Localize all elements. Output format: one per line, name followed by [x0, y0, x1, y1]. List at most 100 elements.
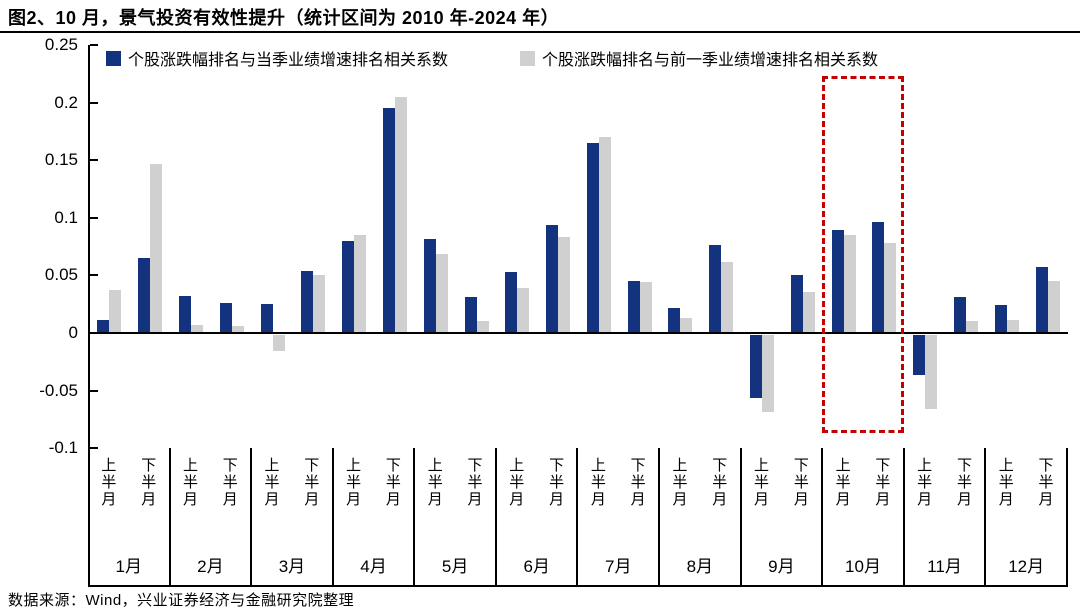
half-month-label: 下半月: [700, 448, 740, 585]
y-tick-label: 0.15: [44, 150, 78, 170]
bar-previous-quarter: [1006, 320, 1019, 333]
month-label: 2月: [197, 557, 224, 576]
month-label: 6月: [523, 557, 550, 576]
legend-label: 个股涨跌幅排名与当季业绩增速排名相关系数: [128, 52, 449, 69]
bar-previous-quarter: [802, 291, 815, 333]
half-month-cell: [782, 45, 823, 448]
half-month-cell: [905, 45, 946, 448]
bar-current-quarter: [464, 297, 477, 333]
bar-current-quarter: [750, 335, 763, 399]
bar-previous-quarter: [721, 261, 734, 333]
month-label-column: 上半月 下半月 5月: [415, 448, 497, 585]
y-tick-mark: [90, 447, 98, 450]
half-month-label-text: 下半月: [875, 457, 891, 508]
bar-previous-quarter: [843, 235, 856, 333]
bar-previous-quarter: [394, 96, 407, 333]
month-group: [334, 45, 416, 448]
month-label-column: 上半月 下半月 3月: [252, 448, 334, 585]
half-month-label-text: 上半月: [754, 457, 770, 508]
bar-current-quarter: [97, 320, 110, 333]
bar-current-quarter: [586, 142, 599, 333]
half-month-cell: [823, 45, 864, 448]
bar-current-quarter: [382, 108, 395, 333]
title-divider: [0, 31, 1080, 33]
half-month-label: 上半月: [252, 448, 292, 585]
month-label-column: 上半月 下半月 6月: [497, 448, 579, 585]
month-label: 1月: [115, 557, 143, 576]
bar-current-quarter: [138, 258, 151, 333]
half-month-cell: [415, 45, 456, 448]
month-group: [578, 45, 660, 448]
month-label: 8月: [686, 557, 714, 576]
half-month-label: 下半月: [1026, 448, 1066, 585]
bar-current-quarter: [994, 305, 1007, 333]
month-label: 4月: [360, 557, 387, 576]
y-tick-mark: [90, 389, 98, 392]
half-month-cell: [701, 45, 742, 448]
legend: 个股涨跌幅排名与当季业绩增速排名相关系数 个股涨跌幅排名与前一季业绩增速排名相关系…: [106, 46, 878, 70]
half-month-label-text: 下半月: [141, 457, 157, 508]
bar-previous-quarter: [558, 237, 571, 333]
data-source-note: 数据来源：Wind，兴业证券经济与金融研究院整理: [8, 592, 355, 609]
bar-current-quarter: [260, 304, 273, 333]
month-group: [986, 45, 1068, 448]
bar-previous-quarter: [354, 235, 367, 333]
half-month-cell: [578, 45, 619, 448]
half-month-label: 下半月: [129, 448, 169, 585]
month-label: 9月: [768, 557, 795, 576]
half-month-label: 下半月: [537, 448, 577, 585]
bar-previous-quarter: [109, 290, 122, 333]
plot-area: [89, 45, 1068, 448]
month-group: [252, 45, 334, 448]
bar-previous-quarter: [965, 321, 978, 333]
bar-current-quarter: [709, 245, 722, 333]
bar-current-quarter: [872, 222, 885, 333]
half-month-label: 下半月: [781, 448, 821, 585]
half-month-cell: [1027, 45, 1068, 448]
month-label: 3月: [278, 557, 306, 576]
month-label: 10月: [845, 557, 881, 576]
legend-swatch-current-quarter: [106, 50, 121, 66]
month-label-column: 上半月 下半月 12月: [986, 448, 1068, 585]
half-month-cell: [375, 45, 416, 448]
half-month-cell: [986, 45, 1027, 448]
y-tick-mark: [90, 159, 98, 162]
bar-current-quarter: [668, 307, 681, 333]
half-month-label-text: 下半月: [793, 457, 809, 508]
y-tick-mark: [90, 216, 98, 219]
half-month-label: 下半月: [374, 448, 414, 585]
half-month-cell: [211, 45, 252, 448]
month-group: [89, 45, 171, 448]
half-month-label: 下半月: [863, 448, 903, 585]
bar-previous-quarter: [517, 288, 530, 333]
october-highlight-box: [822, 76, 904, 433]
y-tick-label: 0.2: [54, 92, 78, 112]
half-month-cell: [864, 45, 905, 448]
half-month-label: 上半月: [89, 448, 129, 585]
half-month-label-text: 上半月: [427, 457, 443, 508]
y-tick-mark: [90, 274, 98, 277]
bar-current-quarter: [1035, 267, 1048, 333]
month-group: [415, 45, 497, 448]
half-month-label: 上半月: [578, 448, 618, 585]
y-tick-mark: [90, 44, 98, 46]
half-month-label-text: 下半月: [304, 457, 320, 508]
month-label-column: 上半月 下半月 1月: [89, 448, 171, 585]
month-group: [497, 45, 579, 448]
bar-previous-quarter: [313, 275, 326, 333]
bar-current-quarter: [831, 230, 844, 333]
half-month-label: 上半月: [742, 448, 782, 585]
month-label-column: 上半月 下半月 4月: [334, 448, 416, 585]
month-group: [905, 45, 987, 448]
half-month-cell: [130, 45, 171, 448]
half-month-label-text: 上半月: [264, 457, 280, 508]
month-label-column: 上半月 下半月 8月: [660, 448, 742, 585]
bar-current-quarter: [301, 270, 314, 333]
half-month-label-text: 上半月: [672, 457, 688, 508]
half-month-label-text: 下半月: [467, 457, 483, 508]
month-label-column: 上半月 下半月 10月: [823, 448, 905, 585]
bar-current-quarter: [953, 297, 966, 333]
y-tick-label: -0.05: [39, 380, 78, 400]
half-month-cell: [89, 45, 130, 448]
half-month-label: 下半月: [455, 448, 495, 585]
